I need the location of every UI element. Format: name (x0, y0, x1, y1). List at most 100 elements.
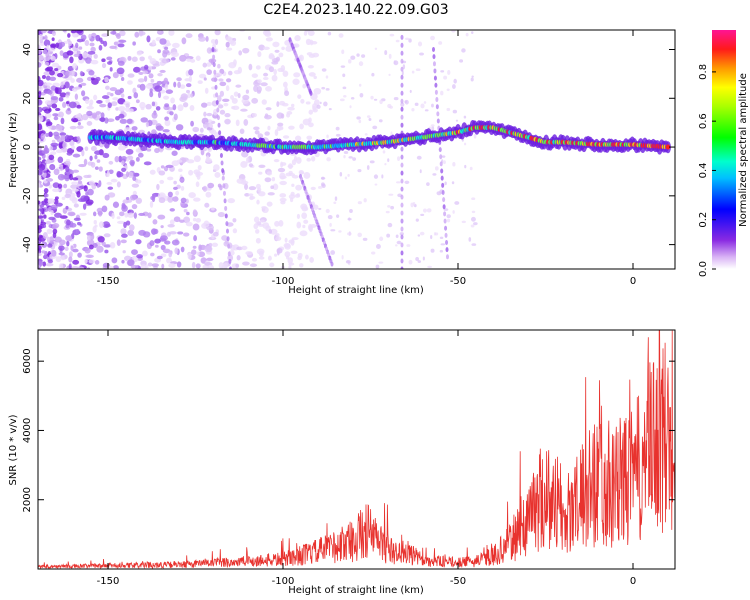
spectrogram-noise-cell (219, 81, 227, 87)
spectrogram-noise-cell (133, 92, 139, 99)
spectrogram-noise-cell (181, 37, 187, 45)
spectrogram-noise-cell (446, 107, 451, 112)
spectrogram-noise-cell (182, 102, 189, 108)
spectrogram-noise-cell (227, 198, 236, 204)
spectrogram-noise-cell (93, 220, 97, 225)
spectrogram-noise-cell (342, 73, 346, 78)
spectrogram-noise-cell (58, 97, 64, 102)
spectrogram-noise-cell (188, 192, 196, 199)
spectrogram-noise-cell (217, 104, 224, 109)
spectrogram-noise-cell (235, 119, 240, 127)
spectrogram-noise-cell (142, 231, 151, 238)
spectrogram-noise-cell (288, 163, 293, 170)
spectrogram-noise-cell (198, 73, 207, 79)
spectrogram-noise-cell (330, 229, 336, 232)
spectrogram-noise-cell (171, 239, 180, 246)
spectrogram-noise-cell (121, 167, 127, 172)
spectrogram-noise-cell (444, 181, 447, 186)
spectrogram-noise-cell (70, 78, 75, 84)
spectrogram-noise-cell (248, 193, 254, 197)
spectrogram-noise-cell (61, 196, 66, 200)
spectrogram-noise-cell (470, 224, 475, 228)
spectrogram-noise-cell (117, 43, 125, 48)
spectrogram-noise-cell (362, 237, 368, 241)
spectrogram-streak-cell (229, 266, 232, 269)
spectrogram-noise-cell (135, 179, 142, 184)
spectrogram-noise-cell (105, 98, 110, 104)
spectrogram-noise-cell (104, 249, 109, 254)
spectrogram-ytick-label: -40 (22, 236, 33, 252)
spectrogram-noise-cell (49, 43, 57, 48)
spectrogram-streak-cell (224, 213, 228, 219)
spectrogram-noise-cell (157, 91, 162, 99)
spectrogram-noise-cell (174, 247, 179, 255)
spectrogram-noise-cell (57, 183, 63, 189)
spectrogram-noise-cell (255, 237, 261, 244)
spectrogram-noise-cell (60, 255, 65, 261)
spectrogram-noise-cell (242, 94, 250, 101)
spectrogram-noise-cell (356, 116, 361, 120)
spectrogram-noise-cell (347, 173, 350, 177)
spectrogram-streak-cell (219, 152, 223, 158)
spectrogram-noise-cell (151, 112, 158, 119)
spectrogram-noise-cell (164, 103, 170, 108)
spectrogram-noise-cell (71, 145, 75, 150)
spectrogram-noise-cell (94, 154, 98, 160)
spectrogram-noise-cell (244, 193, 250, 197)
spectrogram-noise-cell (46, 228, 53, 235)
spectrogram-noise-cell (132, 87, 137, 94)
spectrogram-noise-cell (143, 64, 149, 70)
spectrogram-noise-cell (43, 71, 51, 76)
spectrogram-noise-cell (168, 263, 176, 268)
spectrogram-streak-cell (212, 62, 216, 68)
spectrogram-noise-cell (192, 245, 197, 249)
spectrogram-noise-cell (278, 52, 284, 58)
colorbar-tick-label: 0.8 (698, 64, 709, 80)
spectrogram-noise-cell (179, 54, 187, 62)
spectrogram-noise-cell (107, 102, 112, 109)
spectrogram-noise-cell (213, 164, 220, 171)
spectrogram-noise-cell (226, 47, 233, 51)
spectrogram-noise-cell (253, 216, 260, 223)
spectrogram-noise-cell (471, 210, 476, 214)
spectrogram-noise-cell (59, 215, 68, 219)
spectrogram-noise-cell (302, 118, 311, 126)
spectrogram-noise-cell (390, 205, 395, 210)
spectrogram-streak-cell (432, 47, 435, 53)
spectrogram-noise-cell (231, 97, 238, 104)
spectrogram-noise-cell (262, 30, 271, 36)
spectrogram-noise-cell (455, 119, 459, 122)
spectrogram-noise-cell (357, 169, 362, 173)
spectrogram-noise-cell (325, 88, 330, 91)
spectrogram-noise-cell (77, 180, 83, 184)
spectrogram-streak-cell (400, 170, 404, 176)
spectrogram-noise-cell (397, 156, 401, 162)
spectrogram-noise-cell (115, 107, 119, 111)
spectrogram-noise-cell (76, 146, 84, 152)
spectrogram-noise-cell (38, 227, 42, 234)
spectrogram-noise-cell (374, 47, 378, 50)
snr-ylabel: SNR (10 * v/v) (8, 414, 19, 485)
spectrogram-noise-cell (172, 104, 177, 111)
spectrogram-noise-cell (190, 120, 194, 127)
spectrogram-noise-cell (296, 221, 302, 229)
spectrogram-noise-cell (427, 265, 432, 269)
colorbar-gradient (712, 30, 736, 269)
spectrogram-noise-cell (73, 53, 80, 58)
spectrogram-noise-cell (105, 85, 110, 90)
spectrogram-noise-cell (471, 197, 476, 201)
spectrogram-noise-cell (84, 146, 89, 152)
spectrogram-noise-cell (125, 106, 130, 112)
spectrogram-noise-cell (88, 70, 95, 76)
spectrogram-noise-cell (294, 135, 302, 142)
spectrogram-noise-cell (242, 178, 246, 186)
spectrogram-noise-cell (88, 102, 93, 107)
spectrogram-noise-cell (62, 141, 68, 149)
spectrogram-noise-cell (370, 95, 374, 100)
spectrogram-noise-cell (55, 124, 63, 132)
spectrogram-noise-cell (415, 257, 419, 261)
spectrogram-noise-cell (426, 208, 432, 213)
spectrogram-noise-cell (96, 159, 101, 163)
spectrogram-streak-cell (400, 178, 404, 184)
spectrogram-noise-cell (51, 139, 56, 144)
